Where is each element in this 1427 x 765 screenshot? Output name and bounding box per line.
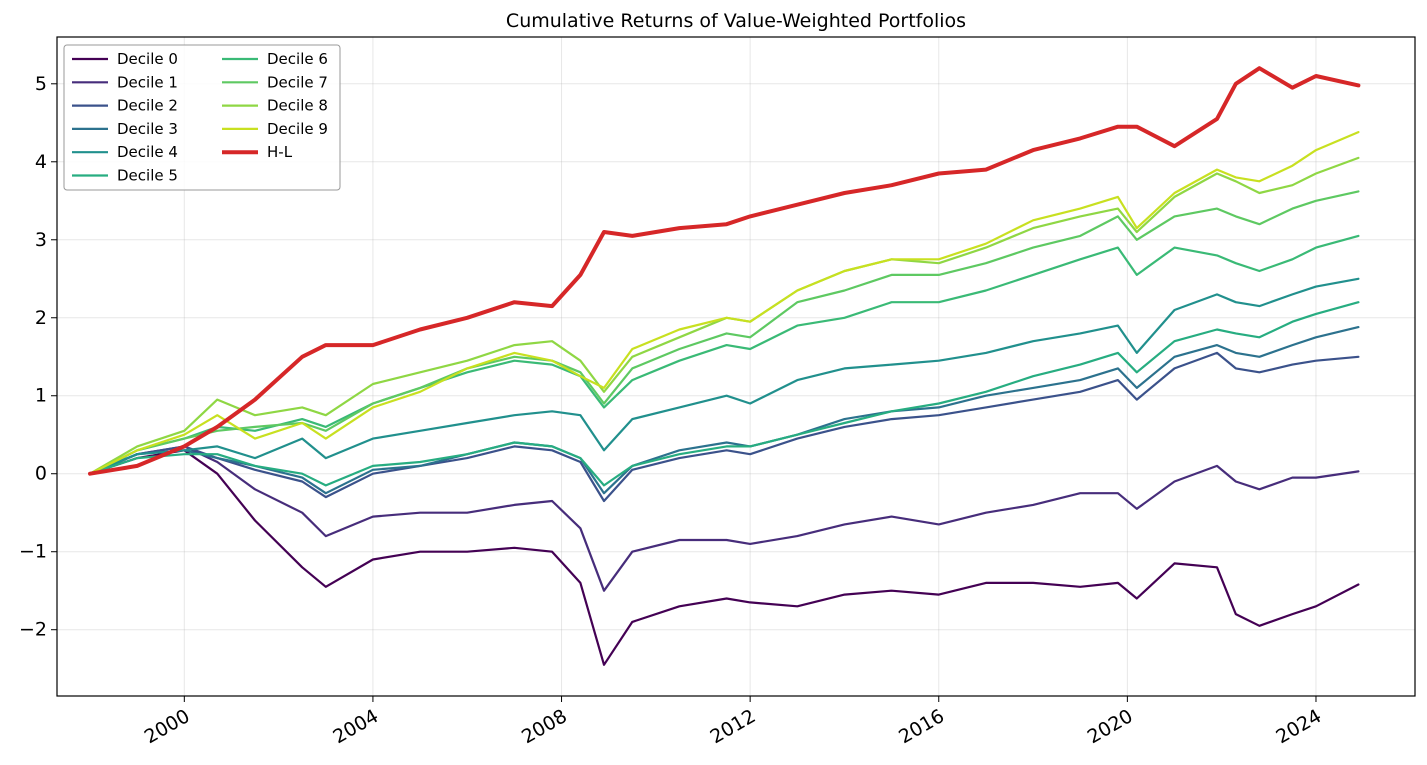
legend-label-decile-9: Decile 9 [267, 120, 328, 138]
legend-label-h-l: H-L [267, 143, 293, 161]
series-line-decile-6 [88, 234, 1360, 475]
legend-label-decile-4: Decile 4 [117, 143, 178, 161]
y-tick-label: 3 [35, 229, 47, 251]
series-line-decile-3 [88, 326, 1360, 495]
y-tick-label: 2 [35, 307, 47, 329]
series-line-decile-5 [88, 301, 1360, 487]
series-line-decile-9 [88, 131, 1360, 475]
x-tick-label: 2004 [329, 705, 382, 748]
x-tick-label: 2016 [895, 705, 948, 748]
y-tick-label: −2 [19, 619, 47, 641]
series-line-decile-4 [88, 277, 1360, 475]
legend-label-decile-2: Decile 2 [117, 97, 178, 115]
legend-label-decile-8: Decile 8 [267, 97, 328, 115]
legend-label-decile-1: Decile 1 [117, 73, 178, 91]
y-tick-label: −1 [19, 541, 47, 563]
legend-label-decile-0: Decile 0 [117, 50, 178, 68]
grid [57, 37, 1415, 696]
x-tick-label: 2008 [518, 705, 571, 748]
y-tick-label: 4 [35, 151, 47, 173]
x-tick-label: 2020 [1084, 705, 1137, 748]
series-line-h-l [88, 66, 1361, 476]
x-tick-label: 2024 [1272, 705, 1325, 748]
legend-label-decile-7: Decile 7 [267, 73, 328, 91]
y-tick-label: 0 [35, 463, 47, 485]
series-lines [88, 66, 1361, 666]
x-tick-label: 2000 [141, 705, 194, 748]
legend-label-decile-6: Decile 6 [267, 50, 328, 68]
series-line-decile-1 [88, 445, 1360, 592]
x-tick-label: 2012 [707, 705, 760, 748]
y-tick-label: 5 [35, 73, 47, 95]
y-tick-label: 1 [35, 385, 47, 407]
series-line-decile-2 [88, 351, 1360, 503]
series-line-decile-7 [88, 190, 1360, 475]
chart-title: Cumulative Returns of Value-Weighted Por… [506, 10, 966, 32]
legend-box [63, 44, 341, 191]
series-line-decile-0 [88, 449, 1360, 666]
legend-label-decile-5: Decile 5 [117, 167, 178, 185]
legend-label-decile-3: Decile 3 [117, 120, 178, 138]
plot-area-frame [56, 36, 1416, 697]
legend: Decile 0 Decile 1 Decile 2 Decile 3 Decile 4… [63, 44, 341, 191]
